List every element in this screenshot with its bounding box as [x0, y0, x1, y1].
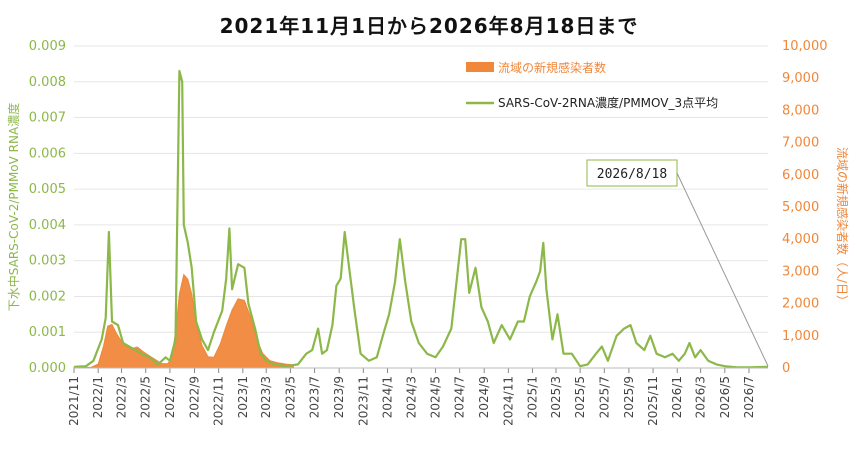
y-right-tick-label: 3,000 — [782, 264, 819, 279]
x-tick-label: 2025/7 — [597, 376, 611, 418]
x-tick-label: 2022/9 — [187, 376, 201, 418]
x-tick-label: 2025/11 — [646, 376, 660, 426]
x-tick-label: 2023/9 — [332, 376, 346, 418]
x-tick-label: 2024/3 — [404, 376, 418, 418]
x-tick-label: 2022/5 — [139, 376, 153, 418]
x-tick-label: 2021/11 — [67, 376, 81, 426]
y-left-tick-label: 0.004 — [29, 218, 66, 233]
y-right-tick-label: 0 — [782, 361, 790, 376]
x-tick-label: 2026/1 — [670, 376, 684, 418]
y-left-tick-label: 0.009 — [29, 39, 66, 54]
x-tick-label: 2025/9 — [622, 376, 636, 418]
y-left-tick-label: 0.002 — [29, 289, 66, 304]
x-tick-label: 2023/11 — [356, 376, 370, 426]
x-tick-label: 2024/1 — [381, 376, 395, 418]
y-right-tick-label: 10,000 — [782, 39, 828, 54]
y-left-tick-label: 0.007 — [29, 111, 66, 126]
x-tick-label: 2024/5 — [428, 376, 442, 418]
annotation-label: 2026/8/18 — [597, 167, 667, 182]
x-tick-label: 2022/11 — [212, 376, 226, 426]
y-right-tick-label: 4,000 — [782, 232, 819, 247]
y-left-tick-label: 0.008 — [29, 75, 66, 90]
y-left-tick-label: 0.001 — [29, 325, 66, 340]
x-tick-label: 2024/7 — [453, 376, 467, 418]
y-right-axis-label: 流域の新規感染者数（人/日） — [835, 147, 850, 307]
x-tick-label: 2022/3 — [115, 376, 129, 418]
y-left-axis-label: 下水中SARS-CoV-2/PMMoV RNA濃度 — [6, 103, 21, 311]
annotation-box — [586, 159, 678, 187]
x-tick-label: 2026/3 — [694, 376, 708, 418]
x-tick-label: 2024/11 — [501, 376, 515, 426]
annotation-leader-line — [676, 172, 769, 367]
chart-title: 2021年11月1日から2026年8月18日まで — [219, 14, 639, 38]
x-tick-label: 2023/7 — [308, 376, 322, 418]
y-right-tick-label: 8,000 — [782, 103, 819, 118]
x-tick-label: 2024/9 — [477, 376, 491, 418]
legend-label-new-cases: 流域の新規感染者数 — [498, 60, 606, 75]
y-left-tick-label: 0.005 — [29, 182, 66, 197]
legend-swatch-new-cases — [466, 62, 494, 72]
y-right-tick-label: 7,000 — [782, 136, 819, 151]
series-rna-line — [73, 69, 769, 369]
y-right-tick-label: 9,000 — [782, 71, 819, 86]
y-right-tick-label: 5,000 — [782, 200, 819, 215]
y-right-tick-label: 6,000 — [782, 168, 819, 183]
x-tick-label: 2025/3 — [549, 376, 563, 418]
y-right-tick-label: 1,000 — [782, 329, 819, 344]
y-left-tick-label: 0.000 — [29, 361, 66, 376]
x-tick-label: 2026/7 — [742, 376, 756, 418]
x-tick-label: 2025/5 — [573, 376, 587, 418]
y-right-tick-label: 2,000 — [782, 297, 819, 312]
x-tick-label: 2023/5 — [283, 376, 297, 418]
x-tick-label: 2022/1 — [91, 376, 105, 418]
x-tick-label: 2022/7 — [163, 376, 177, 418]
y-left-tick-label: 0.006 — [29, 146, 66, 161]
x-tick-label: 2026/5 — [718, 376, 732, 418]
legend-label-rna: SARS-CoV-2RNA濃度/PMMOV_3点平均 — [498, 95, 718, 110]
y-left-tick-label: 0.003 — [29, 254, 66, 269]
x-tick-label: 2025/1 — [526, 376, 540, 418]
x-tick-label: 2023/3 — [259, 376, 273, 418]
x-tick-label: 2023/1 — [236, 376, 250, 418]
